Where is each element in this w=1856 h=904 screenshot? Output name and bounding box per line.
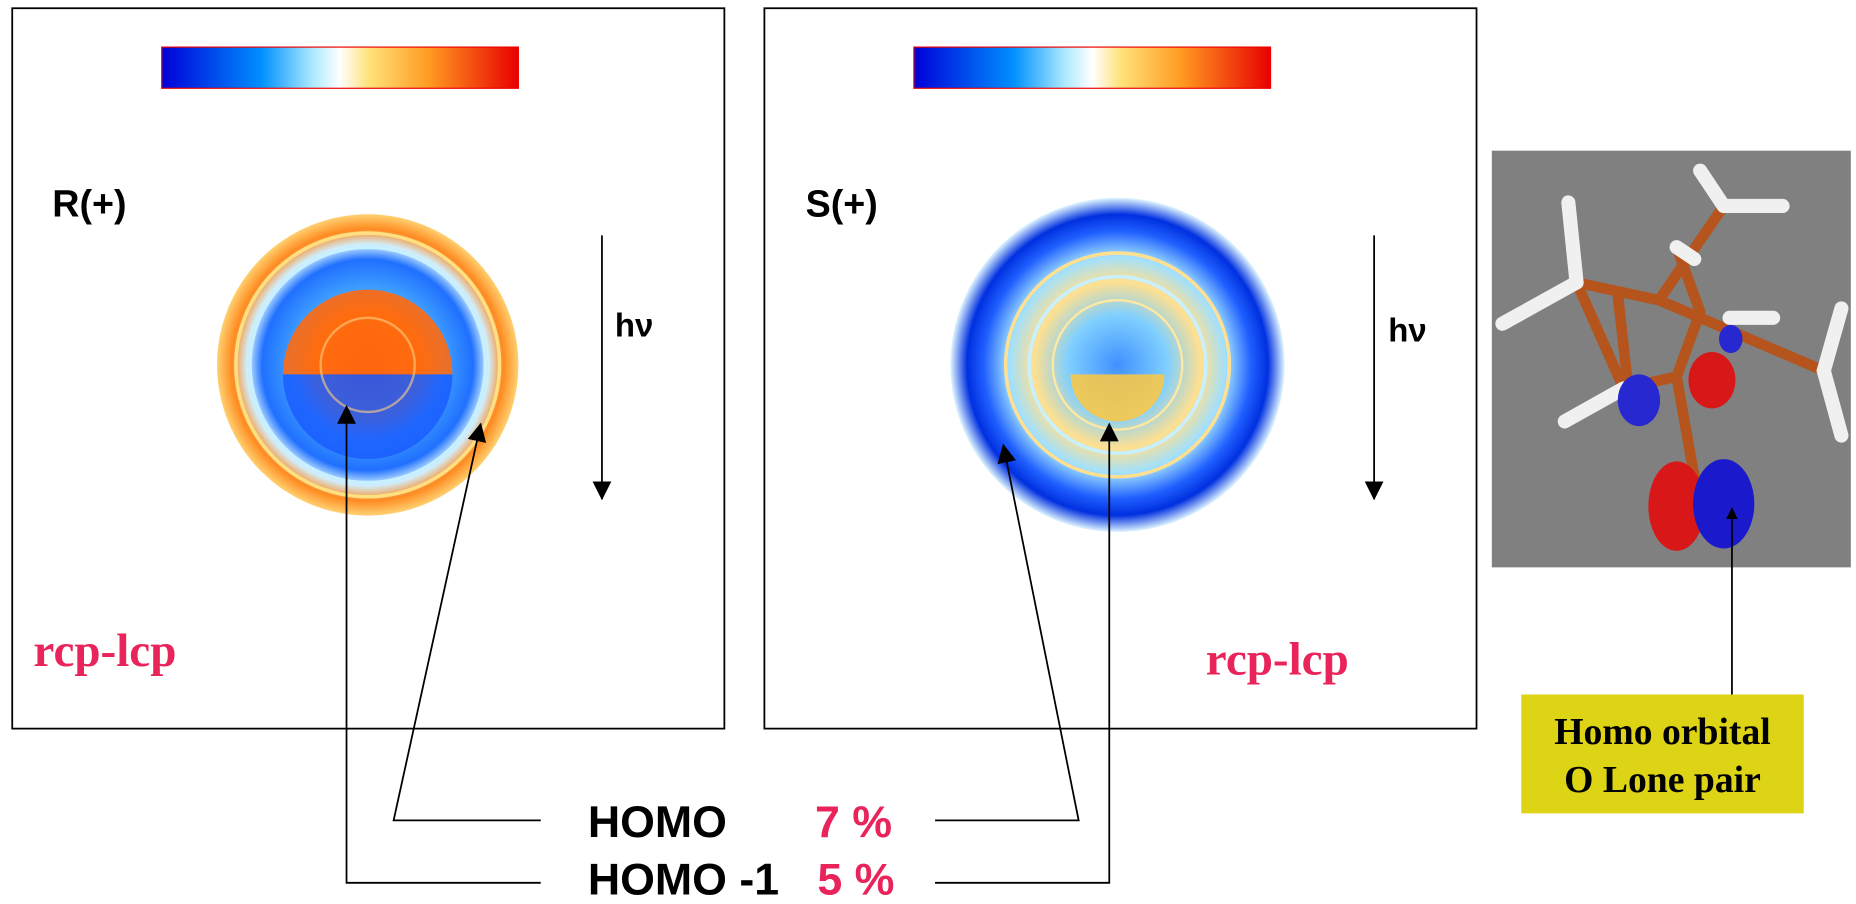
- difference-label: rcp-lcp: [33, 625, 176, 677]
- orbital-name: HOMO: [588, 798, 727, 847]
- arrow-label: hν: [1388, 311, 1426, 348]
- colorbar: [162, 47, 519, 88]
- callout-text: Homo orbital: [1554, 711, 1771, 753]
- figure: R(+) hν rcp-lcp S(+) hν rcp-lcp: [0, 0, 1856, 904]
- panel-label: S(+): [806, 183, 878, 225]
- arrow-label: hν: [615, 307, 653, 344]
- callout-text: O Lone pair: [1564, 759, 1761, 801]
- difference-label: rcp-lcp: [1206, 633, 1349, 685]
- image-r: [217, 214, 518, 515]
- molecule-image: [1492, 151, 1851, 568]
- panel-label: R(+): [52, 183, 126, 225]
- image-s: [950, 198, 1284, 532]
- orbital-name: HOMO -1: [588, 856, 779, 904]
- orbital-percent: 7 %: [815, 798, 892, 847]
- orbital-percent: 5 %: [817, 856, 894, 904]
- page: R(+) hν rcp-lcp S(+) hν rcp-lcp: [0, 0, 1856, 904]
- colorbar: [914, 47, 1271, 88]
